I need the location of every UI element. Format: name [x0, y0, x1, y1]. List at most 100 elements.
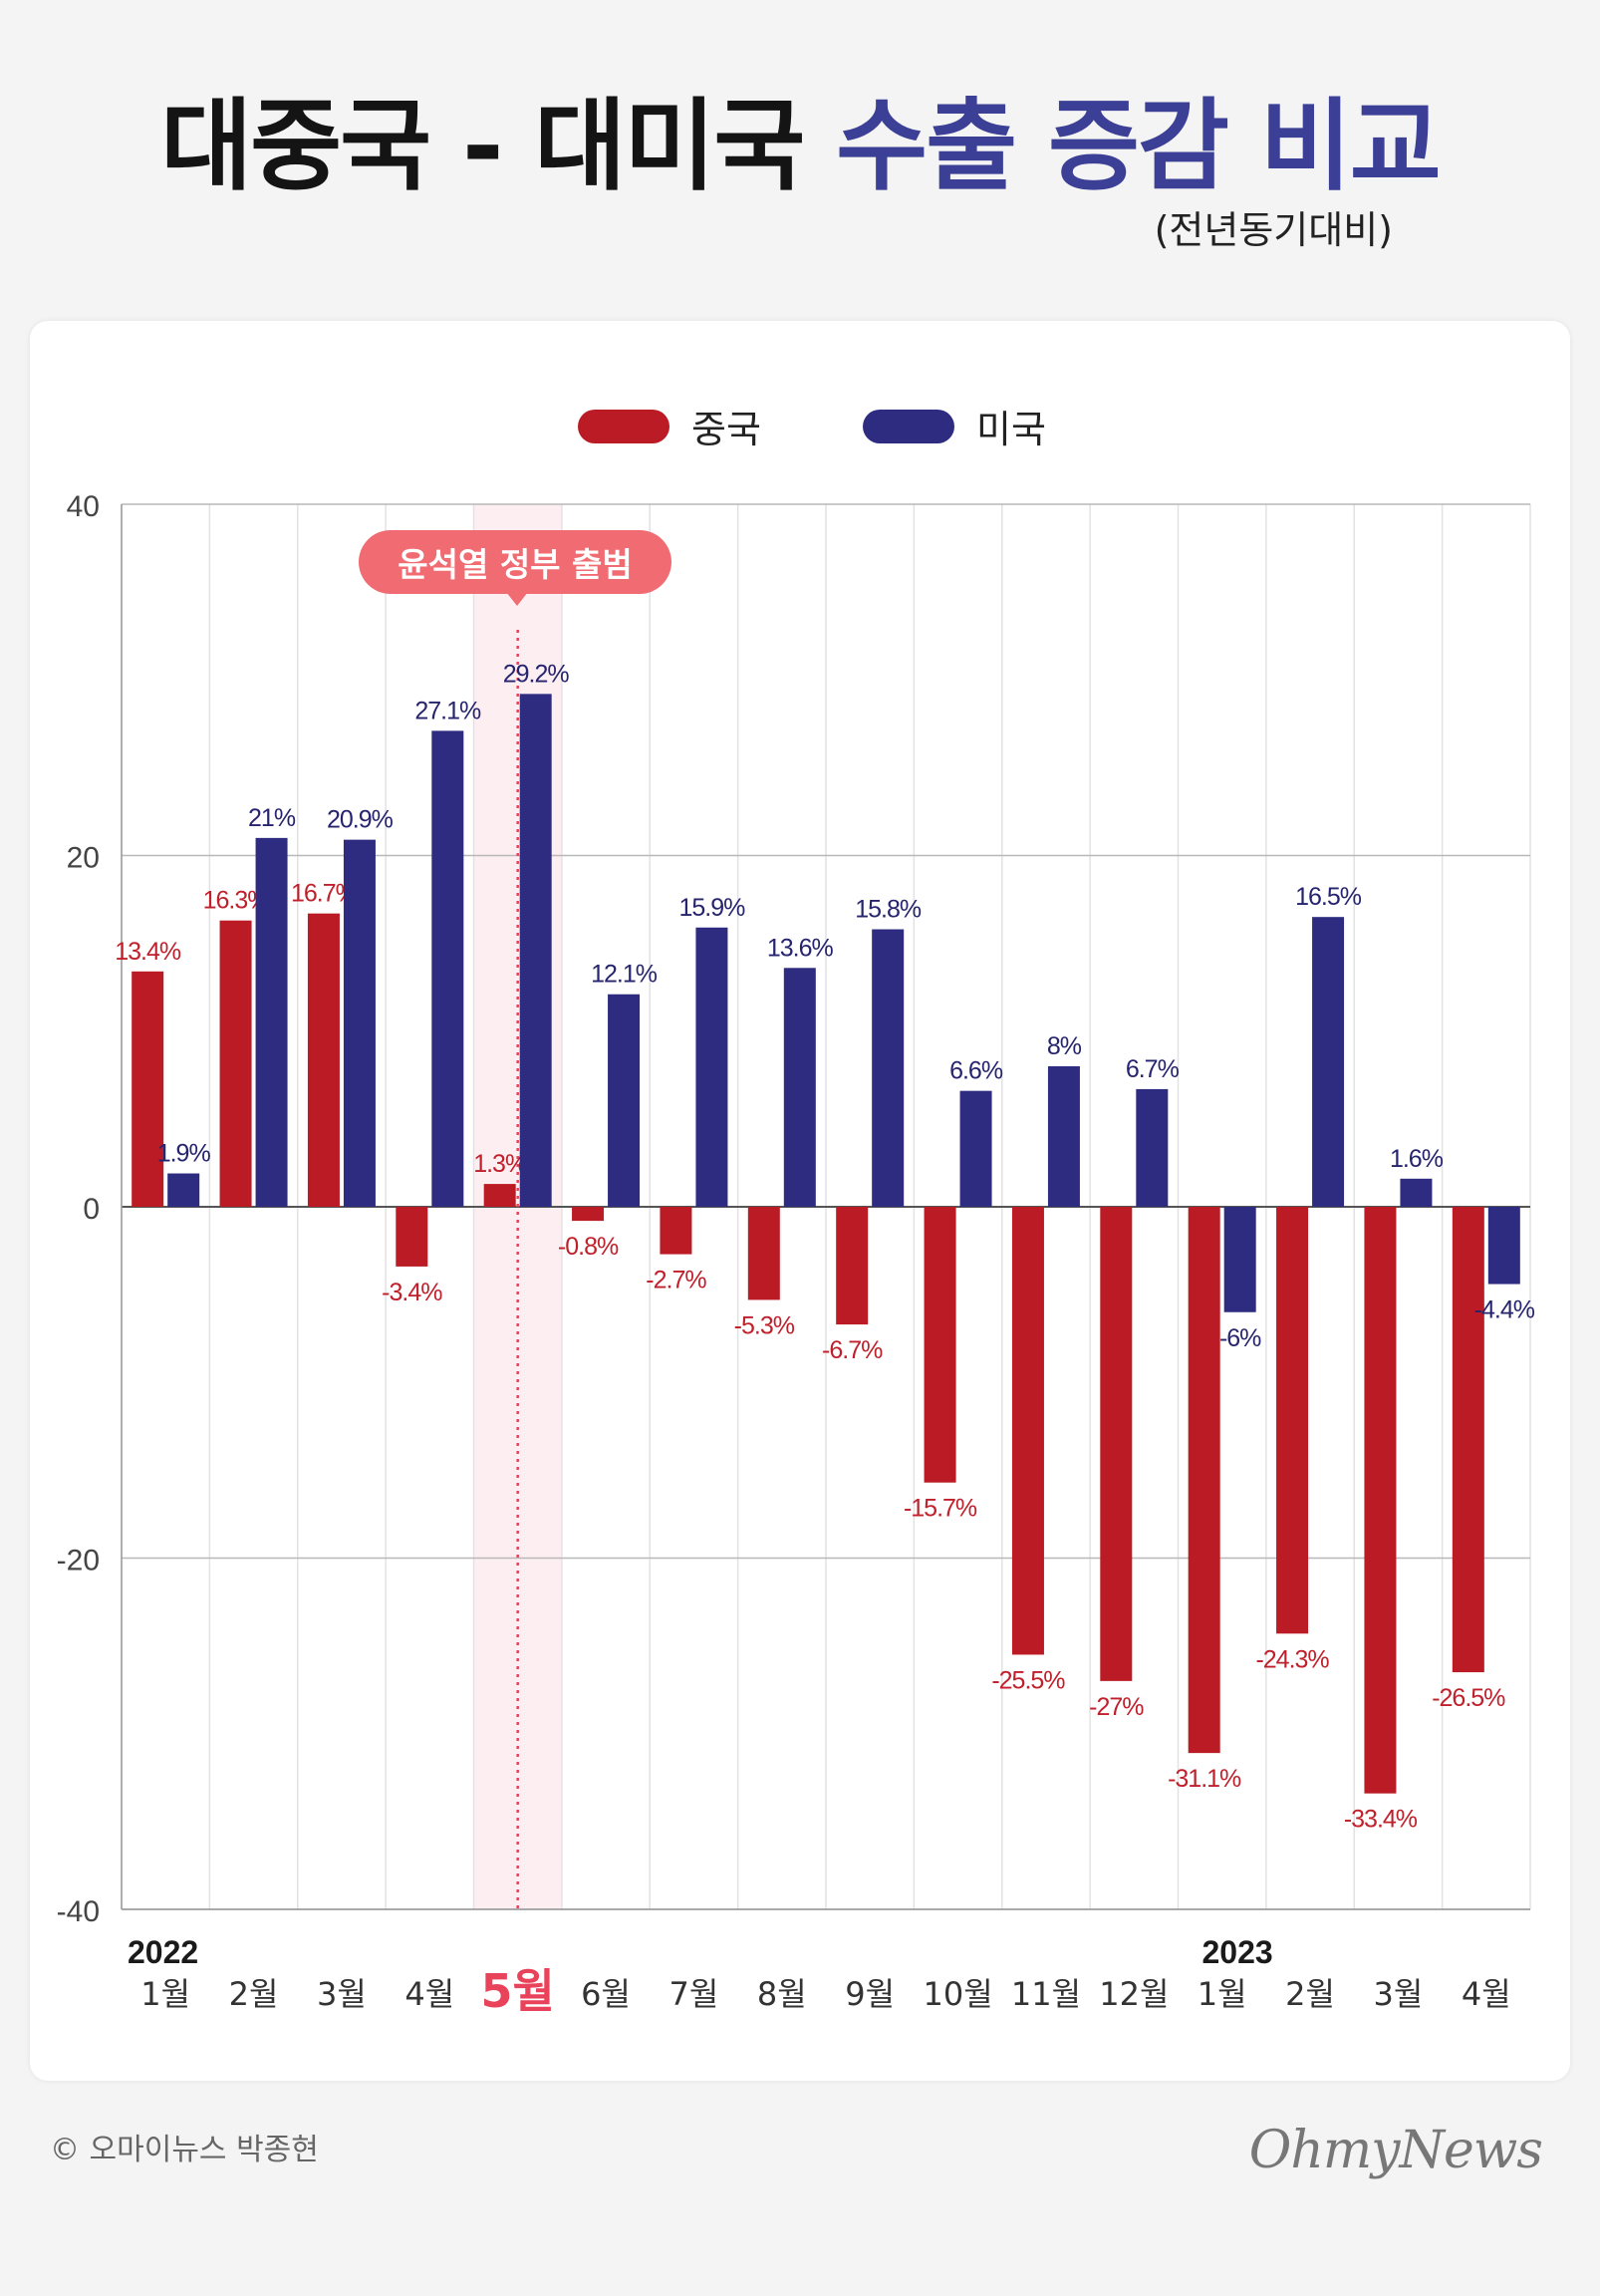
x-tick-label: 9월: [845, 1975, 895, 2013]
bar-usa: [1223, 1207, 1256, 1312]
bar-china: [132, 971, 164, 1207]
data-label-usa: 21%: [248, 804, 296, 832]
data-label-usa: 8%: [1047, 1032, 1082, 1060]
bar-china: [219, 920, 252, 1207]
data-label-china: -3.4%: [382, 1279, 442, 1306]
x-tick-label: 3월: [317, 1975, 367, 2013]
x-tick-label: 1월: [1198, 1975, 1247, 2013]
bar-usa: [1136, 1088, 1169, 1207]
x-tick-label: 2월: [229, 1975, 279, 2013]
bar-china: [1452, 1207, 1484, 1673]
data-label-usa: 12.1%: [591, 961, 658, 989]
y-tick-label: -20: [57, 1545, 100, 1578]
data-label-china: 1.3%: [473, 1150, 527, 1178]
title-black: 대중국 - 대미국: [160, 88, 805, 204]
annotation-callout: 윤석열 정부 출범: [359, 530, 671, 594]
x-tick-label: 6월: [581, 1975, 631, 2013]
data-label-usa: 13.6%: [767, 934, 834, 962]
bar-usa: [1400, 1178, 1433, 1207]
footer-brand-logo: OhmyNews: [1248, 2121, 1543, 2180]
data-label-china: -33.4%: [1344, 1806, 1418, 1834]
bar-usa: [519, 694, 552, 1207]
x-tick-label: 10월: [923, 1975, 992, 2013]
chart-title: 대중국 - 대미국 수출 증감 비교: [0, 92, 1600, 201]
data-label-china: -27%: [1089, 1693, 1144, 1721]
bar-china: [1364, 1207, 1397, 1794]
bar-usa: [1312, 917, 1345, 1207]
bar-usa: [608, 994, 641, 1207]
legend-swatch-usa: [863, 409, 954, 443]
year-label: 2022: [128, 1934, 198, 1970]
chart-subtitle: (전년동기대비): [1154, 208, 1393, 252]
bar-usa: [695, 927, 728, 1207]
bar-china: [747, 1207, 780, 1300]
x-tick-label: 11월: [1011, 1975, 1081, 2013]
x-tick-label: 2월: [1285, 1975, 1335, 2013]
data-label-china: -0.8%: [558, 1233, 619, 1261]
data-label-usa: 16.5%: [1295, 883, 1362, 911]
data-label-usa: 6.6%: [949, 1057, 1003, 1085]
data-label-china: -6.7%: [822, 1336, 883, 1364]
data-label-usa: -6%: [1219, 1324, 1261, 1352]
bar-usa: [343, 839, 376, 1207]
data-label-china: -2.7%: [646, 1267, 706, 1294]
y-tick-label: -40: [57, 1895, 100, 1928]
bar-china: [924, 1207, 956, 1483]
data-label-usa: 1.6%: [1390, 1145, 1444, 1173]
data-label-china: -31.1%: [1168, 1765, 1241, 1793]
x-tick-label: 8월: [757, 1975, 807, 2013]
bar-usa: [255, 837, 288, 1207]
data-label-usa: 20.9%: [327, 806, 394, 834]
data-label-china: -15.7%: [904, 1495, 977, 1523]
data-label-usa: 1.9%: [157, 1140, 211, 1168]
bar-china: [660, 1207, 692, 1255]
y-tick-label: 0: [83, 1193, 100, 1226]
y-tick-label: 40: [67, 490, 100, 523]
title-block: 대중국 - 대미국 수출 증감 비교: [0, 92, 1600, 201]
data-label-usa: 27.1%: [414, 697, 481, 724]
data-label-usa: -4.4%: [1474, 1296, 1535, 1324]
bar-china: [307, 913, 340, 1207]
data-label-china: -5.3%: [734, 1311, 795, 1339]
y-tick-label: 20: [67, 842, 100, 875]
legend-label-china: 중국: [691, 408, 761, 451]
legend-swatch-china: [578, 409, 669, 443]
bar-china: [836, 1207, 869, 1325]
legend: 중국 미국: [0, 399, 1600, 451]
bar-china: [1188, 1207, 1220, 1754]
bar-usa: [431, 730, 464, 1207]
data-label-usa: 6.7%: [1126, 1055, 1180, 1083]
legend-item-usa: 미국: [863, 399, 1046, 453]
bar-usa: [167, 1173, 200, 1207]
legend-item-china: 중국: [578, 399, 761, 453]
data-label-usa: 15.9%: [678, 894, 745, 922]
x-tick-label: 1월: [140, 1975, 190, 2013]
bar-china: [1011, 1207, 1044, 1655]
x-tick-label: 4월: [1462, 1975, 1511, 2013]
bar-usa: [1487, 1207, 1520, 1285]
footer-credit: © 오마이뉴스 박종현: [50, 2133, 319, 2167]
bar-usa: [872, 929, 905, 1207]
x-tick-label-highlight: 5월: [481, 1964, 555, 2018]
year-label: 2023: [1202, 1934, 1273, 1970]
bar-china: [1276, 1207, 1309, 1634]
title-accent: 수출 증감 비교: [836, 88, 1442, 204]
bar-china: [396, 1207, 428, 1267]
data-label-china: 13.4%: [115, 938, 181, 966]
bar-usa: [783, 968, 816, 1207]
legend-label-usa: 미국: [976, 408, 1046, 451]
x-tick-label: 4월: [404, 1975, 454, 2013]
data-label-china: -24.3%: [1255, 1645, 1329, 1673]
bar-china: [483, 1184, 516, 1207]
data-label-china: -26.5%: [1432, 1684, 1505, 1712]
data-label-usa: 29.2%: [503, 660, 570, 688]
bar-china: [572, 1207, 605, 1222]
x-tick-label: 7월: [669, 1975, 719, 2013]
bar-usa: [1047, 1066, 1080, 1207]
x-tick-label: 12월: [1099, 1975, 1169, 2013]
annotation-callout-tail: [506, 592, 528, 606]
bar-usa: [959, 1090, 992, 1207]
data-label-usa: 15.8%: [855, 896, 922, 924]
bar-china: [1100, 1207, 1133, 1681]
